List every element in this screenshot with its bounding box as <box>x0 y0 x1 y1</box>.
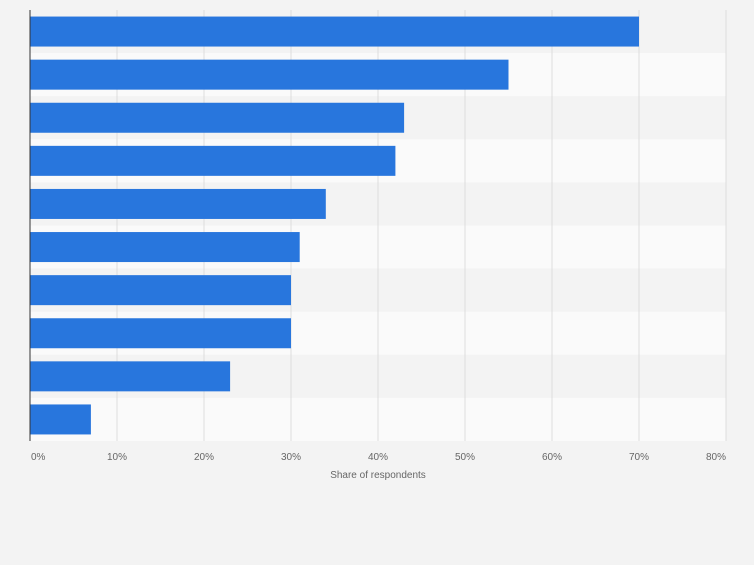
x-tick-label: 50% <box>455 452 475 463</box>
x-tick-label: 70% <box>629 452 649 463</box>
bar[interactable] <box>30 232 300 263</box>
x-tick-label: 30% <box>281 452 301 463</box>
x-tick-label: 60% <box>542 452 562 463</box>
x-axis-ticks: 0% 10% 20% 30% 40% 50% 60% 70% 80% <box>31 452 726 463</box>
x-tick-label: 40% <box>368 452 388 463</box>
bar[interactable] <box>30 361 231 392</box>
bar[interactable] <box>30 59 509 90</box>
bar[interactable] <box>30 188 326 219</box>
bar[interactable] <box>30 318 291 349</box>
x-axis-label: Share of respondents <box>330 470 426 481</box>
bars <box>30 16 639 435</box>
bar[interactable] <box>30 16 639 47</box>
x-tick-label: 80% <box>706 452 726 463</box>
x-tick-label: 20% <box>194 452 214 463</box>
bar[interactable] <box>30 404 91 435</box>
x-tick-label: 0% <box>31 452 46 463</box>
bar[interactable] <box>30 275 291 306</box>
x-tick-label: 10% <box>107 452 127 463</box>
bar[interactable] <box>30 145 396 176</box>
bar[interactable] <box>30 102 405 133</box>
